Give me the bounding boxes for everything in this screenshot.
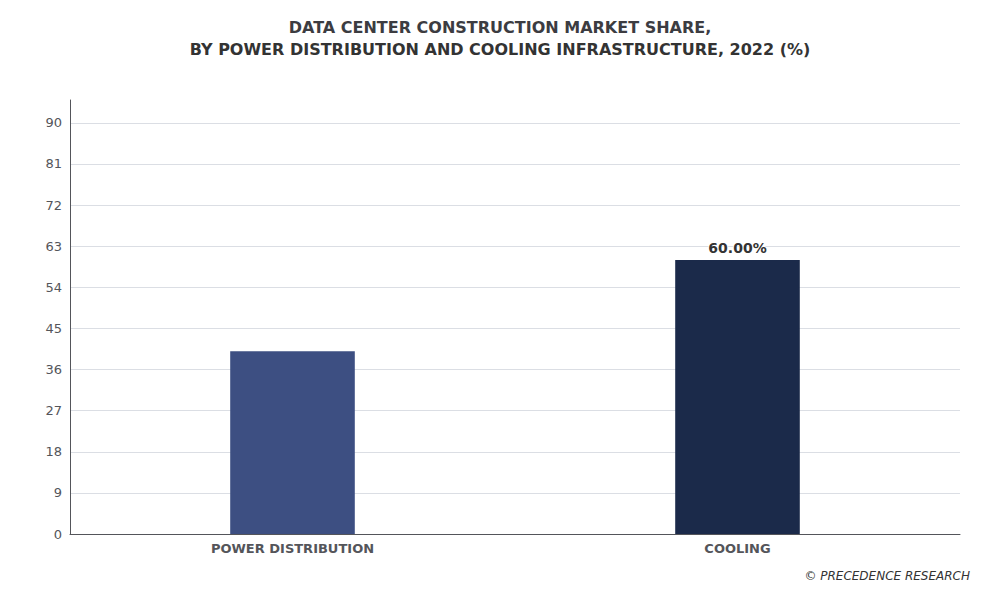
svg-text:54: 54 <box>45 280 62 295</box>
svg-text:© PRECEDENCE RESEARCH: © PRECEDENCE RESEARCH <box>804 569 970 583</box>
svg-text:COOLING: COOLING <box>704 541 770 556</box>
svg-text:60.00%: 60.00% <box>708 240 766 256</box>
svg-text:27: 27 <box>45 403 62 418</box>
svg-text:45: 45 <box>45 321 62 336</box>
svg-text:18: 18 <box>45 444 62 459</box>
svg-text:81: 81 <box>45 156 62 171</box>
svg-text:BY POWER DISTRIBUTION AND COOL: BY POWER DISTRIBUTION AND COOLING INFRAS… <box>190 40 811 59</box>
svg-text:DATA CENTER CONSTRUCTION MARKE: DATA CENTER CONSTRUCTION MARKET SHARE, <box>289 18 712 37</box>
svg-text:72: 72 <box>45 198 62 213</box>
svg-text:9: 9 <box>54 485 62 500</box>
svg-text:0: 0 <box>54 527 62 542</box>
svg-text:POWER DISTRIBUTION: POWER DISTRIBUTION <box>211 541 374 556</box>
svg-text:90: 90 <box>45 115 62 130</box>
svg-text:63: 63 <box>45 239 62 254</box>
svg-text:36: 36 <box>45 362 62 377</box>
